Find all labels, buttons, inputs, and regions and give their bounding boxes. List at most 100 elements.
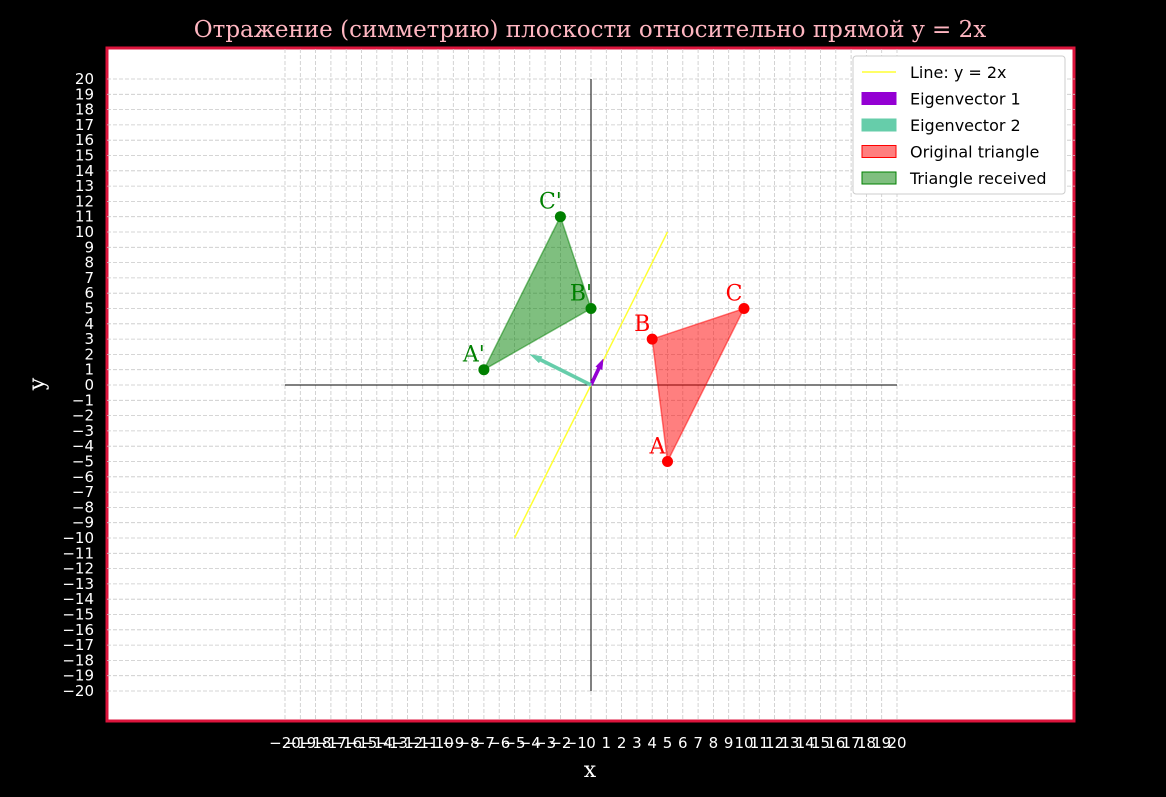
y-tick-label: −5 bbox=[72, 453, 94, 471]
y-tick-label: −3 bbox=[72, 422, 94, 440]
received-triangle bbox=[482, 214, 592, 372]
y-tick-label: −9 bbox=[72, 514, 94, 532]
point-label: A bbox=[649, 435, 667, 460]
x-tick-label: 4 bbox=[647, 734, 657, 752]
point-label: C bbox=[726, 282, 743, 307]
legend-label: Eigenvector 2 bbox=[910, 116, 1021, 135]
point-label: A' bbox=[462, 343, 485, 368]
eigenvector-2-arrow bbox=[529, 354, 593, 387]
x-tick-label: −7 bbox=[473, 734, 495, 752]
x-tick-label: 14 bbox=[796, 734, 815, 752]
y-tick-label: −18 bbox=[62, 651, 94, 669]
x-tick-label: −20 bbox=[269, 734, 301, 752]
x-tick-label: 10 bbox=[734, 734, 753, 752]
triangle-point bbox=[646, 333, 658, 345]
y-tick-label: 1 bbox=[84, 361, 94, 379]
x-tick-label: −9 bbox=[442, 734, 464, 752]
x-tick-label: −15 bbox=[346, 734, 378, 752]
legend-label: Triangle received bbox=[909, 169, 1047, 188]
x-tick-label: −4 bbox=[519, 734, 541, 752]
x-axis-label: x bbox=[584, 758, 597, 783]
y-tick-label: 11 bbox=[75, 208, 94, 226]
x-tick-label: −6 bbox=[488, 734, 510, 752]
y-tick-label: 13 bbox=[75, 177, 94, 195]
y-axis-label: y bbox=[25, 377, 50, 391]
x-tick-label: 5 bbox=[663, 734, 673, 752]
x-tick-label: 20 bbox=[887, 734, 906, 752]
x-tick-label: −11 bbox=[407, 734, 439, 752]
x-tick-label: 19 bbox=[872, 734, 891, 752]
x-tick-label: −14 bbox=[361, 734, 393, 752]
x-tick-label: 7 bbox=[693, 734, 703, 752]
legend-swatch bbox=[861, 118, 897, 132]
y-tick-label: 5 bbox=[84, 300, 94, 318]
x-tick-label: 6 bbox=[678, 734, 688, 752]
x-tick-label: 12 bbox=[765, 734, 784, 752]
x-tick-label: 16 bbox=[826, 734, 845, 752]
y-tick-label: 14 bbox=[75, 162, 94, 180]
y-tick-label: 15 bbox=[75, 147, 94, 165]
y-tick-label: 3 bbox=[84, 330, 94, 348]
y-tick-label: 20 bbox=[75, 70, 94, 88]
y-tick-label: 17 bbox=[75, 116, 94, 134]
point-label: B bbox=[634, 312, 650, 337]
point-label: C' bbox=[539, 190, 562, 215]
y-tick-label: 19 bbox=[75, 85, 94, 103]
x-tick-label: −12 bbox=[392, 734, 424, 752]
x-tick-label: 18 bbox=[857, 734, 876, 752]
triangle-point bbox=[554, 211, 566, 223]
y-tick-label: −17 bbox=[62, 636, 94, 654]
legend-label: Original triangle bbox=[910, 143, 1039, 162]
x-tick-label: 8 bbox=[709, 734, 719, 752]
y-tick-label: −1 bbox=[72, 391, 94, 409]
triangle-point bbox=[662, 456, 673, 467]
x-tick-label: −13 bbox=[376, 734, 408, 752]
triangle-point bbox=[738, 303, 750, 314]
y-tick-label: 0 bbox=[84, 376, 94, 394]
legend-swatch bbox=[861, 92, 897, 105]
x-tick-label: −17 bbox=[315, 734, 347, 752]
y-tick-label: −10 bbox=[62, 529, 94, 547]
x-tick-label: −19 bbox=[284, 734, 316, 752]
y-tick-label: −20 bbox=[62, 682, 94, 700]
x-tick-label: −18 bbox=[300, 734, 332, 752]
y-tick-label: −7 bbox=[72, 483, 94, 501]
y-tick-label: −14 bbox=[62, 590, 94, 608]
triangle-point bbox=[585, 303, 597, 314]
y-tick-label: −13 bbox=[62, 575, 94, 593]
y-tick-label: −16 bbox=[62, 621, 94, 639]
x-tick-label: 1 bbox=[602, 734, 612, 752]
y-tick-label: 10 bbox=[75, 223, 94, 241]
legend: Line: y = 2x Eigenvector 1 Eigenvector 2 Or… bbox=[852, 55, 1066, 195]
marks: A B C A' B' C' bbox=[462, 190, 750, 539]
legend-label: Line: y = 2x bbox=[910, 63, 1007, 82]
x-tick-label: 2 bbox=[617, 734, 627, 752]
x-ticks: −20−19−18−17−16−15−14−13−12−11−10−9−8−7−… bbox=[269, 734, 906, 752]
y-tick-label: −2 bbox=[72, 407, 94, 425]
x-tick-label: −16 bbox=[330, 734, 362, 752]
x-tick-label: 13 bbox=[780, 734, 799, 752]
y-tick-label: 9 bbox=[84, 238, 94, 256]
triangle-point bbox=[478, 364, 490, 376]
y-tick-label: −19 bbox=[62, 667, 94, 685]
y-tick-label: 6 bbox=[84, 284, 94, 302]
legend-label: Eigenvector 1 bbox=[910, 90, 1021, 109]
x-tick-label: 11 bbox=[750, 734, 769, 752]
x-tick-label: 3 bbox=[632, 734, 642, 752]
x-tick-label: −5 bbox=[503, 734, 525, 752]
x-tick-label: 0 bbox=[586, 734, 596, 752]
y-tick-label: 4 bbox=[84, 315, 94, 333]
chart-title: Отражение (симметрию) плоскости относите… bbox=[194, 17, 987, 43]
y-tick-label: 18 bbox=[75, 101, 94, 119]
legend-swatch bbox=[861, 171, 897, 185]
point-label: B' bbox=[570, 282, 592, 307]
x-tick-label: −3 bbox=[534, 734, 556, 752]
y-tick-label: 8 bbox=[84, 254, 94, 272]
y-tick-label: 2 bbox=[84, 345, 94, 363]
y-tick-label: −6 bbox=[72, 468, 94, 486]
y-tick-label: −8 bbox=[72, 498, 94, 516]
y-tick-label: 7 bbox=[84, 269, 94, 287]
x-tick-label: −1 bbox=[565, 734, 587, 752]
